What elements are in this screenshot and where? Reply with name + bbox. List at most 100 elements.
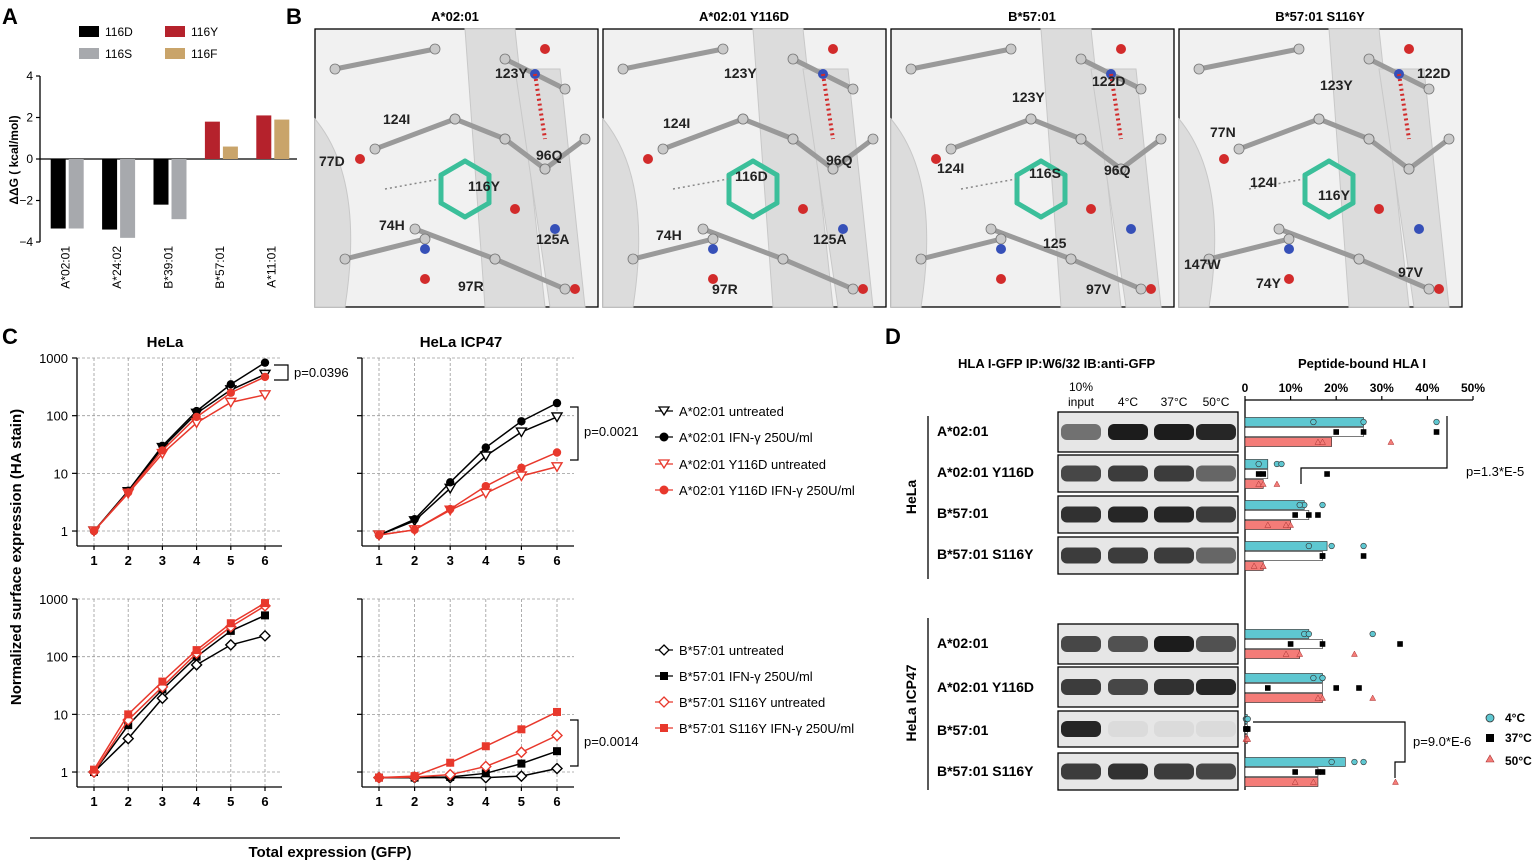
blot-band <box>1196 506 1236 523</box>
atom-sphere <box>559 83 571 95</box>
atom-sphere <box>777 253 789 265</box>
plot-title-hela-icp47: HeLa ICP47 <box>420 334 503 351</box>
legend-swatch-116y <box>165 26 185 37</box>
blot-band <box>1154 547 1194 564</box>
residue-label-97v: 97V <box>1086 281 1112 297</box>
legend-marker-b5701-ifn <box>660 672 668 680</box>
x-tick-label: 5 <box>518 794 525 809</box>
residue-stick <box>412 226 498 262</box>
blot-band <box>1154 424 1194 440</box>
point-37c <box>1260 471 1267 477</box>
x-tick-label: 3 <box>447 794 454 809</box>
bar-hela-b-57-01-s116y-4-c <box>1244 541 1328 551</box>
bar-hela-icp47-b-57-01-s116y-50-c <box>1244 777 1319 787</box>
point-4c <box>1328 542 1335 550</box>
blot-band <box>1061 636 1101 652</box>
point-37c <box>1324 471 1330 477</box>
lane-label-4c: 4°C <box>1118 395 1138 409</box>
blot-band <box>1196 547 1236 564</box>
oxygen-atom <box>708 274 718 284</box>
blot-band <box>1196 636 1236 652</box>
residue-116-ring-bond <box>750 200 780 220</box>
point-50c <box>1282 650 1290 657</box>
line-plot-top-icp47: 1 2 3 4 5 6 <box>357 357 574 568</box>
y-tick-label: 1000 <box>39 351 68 366</box>
residue-stick <box>1236 116 1322 152</box>
point-a-02-01-y116d-ifn-250u-ml <box>158 446 167 455</box>
point-a-02-01-untreated <box>515 427 528 438</box>
row-label-icp47-b5701-s116y: B*57:01 S116Y <box>937 763 1034 779</box>
blot-band <box>1061 465 1101 482</box>
residue-stick <box>1118 136 1164 172</box>
blot-band <box>1061 547 1101 564</box>
x-tick-label: 3 <box>159 553 166 568</box>
point-50c <box>1369 694 1377 701</box>
x-tick-label: B*39:01 <box>162 246 176 289</box>
point-a-02-01-y116d-ifn-250u-ml <box>481 481 490 491</box>
x-tick-label: 5 <box>518 553 525 568</box>
nitrogen-atom <box>708 244 718 254</box>
point-4c <box>1369 630 1376 638</box>
residue-stick <box>830 136 876 172</box>
bracket-bottom-icp47 <box>570 719 579 767</box>
series-line-b-57-01-s116y-ifn-250u-ml <box>93 602 266 771</box>
point-b-57-01-untreated <box>190 658 203 671</box>
beta-sheet-ribbon <box>464 28 546 308</box>
legend-swatch-116d <box>79 26 99 37</box>
residue-116-ring-bond <box>1326 200 1356 220</box>
blot-row-6 <box>1057 666 1239 708</box>
residue-stick <box>1206 236 1292 262</box>
residue-label-122d: 122D <box>1417 65 1450 81</box>
blot-band <box>1061 721 1101 737</box>
atom-sphere <box>905 63 917 75</box>
residue-116-ring-bond <box>750 158 780 178</box>
atom-sphere <box>787 53 799 65</box>
nitrogen-atom <box>550 224 560 234</box>
legend-label-b5701-ifn: B*57:01 IFN-γ 250U/ml <box>679 669 813 684</box>
point-b-57-01-s116y-untreated <box>515 746 528 759</box>
blot-band <box>1108 763 1148 780</box>
blot-row-1 <box>1057 411 1239 453</box>
point-b-57-01-untreated <box>515 770 528 783</box>
point-b-57-01-s116y-ifn-250u-ml <box>410 772 419 781</box>
residue-label-77n: 77N <box>1210 124 1236 140</box>
beta-sheet-ribbon <box>1328 28 1410 308</box>
bar-hela-icp47-a-02-01-y116d-37-c <box>1244 683 1323 693</box>
atom-sphere <box>1233 143 1245 155</box>
residue-116-ring-bond <box>726 158 756 178</box>
residue-stick <box>1196 46 1302 72</box>
p-value-icp47: p=9.0*E-6 <box>1413 734 1471 749</box>
series-line-b-57-01-ifn-250u-ml <box>93 614 266 773</box>
atom-sphere <box>1135 283 1147 295</box>
point-37c <box>1315 769 1321 775</box>
oxygen-atom <box>931 154 941 164</box>
series-line-a-02-01-y116d-untreated <box>93 394 266 532</box>
blot-row-4 <box>1057 536 1239 575</box>
point-b-57-01-untreated <box>156 692 169 705</box>
nitrogen-atom <box>1284 244 1294 254</box>
point-37c <box>1265 685 1271 691</box>
blot-band <box>1196 721 1236 737</box>
residue-116-ring-bond <box>1302 158 1332 178</box>
bar-chart-title: Peptide-bound HLA I <box>1298 356 1426 371</box>
panel-a: 116D 116S 116Y 116F ΔΔG ( kcal/mol) 4 2 0 −… <box>7 25 297 289</box>
legend-marker-50c <box>1485 754 1495 763</box>
residue-label-123y: 123Y <box>1320 77 1353 93</box>
residue-stick <box>948 116 1034 152</box>
point-b-57-01-s116y-ifn-250u-ml <box>90 765 98 774</box>
panel-a-y-axis-title: ΔΔG ( kcal/mol) <box>7 115 21 204</box>
panel-letter-b: B <box>286 4 302 29</box>
point-a-02-01-y116d-ifn-250u-ml <box>124 488 133 497</box>
beta-sheet-ribbon <box>1040 28 1122 308</box>
blot-band <box>1196 763 1236 780</box>
x-tick-label: 40% <box>1415 381 1439 395</box>
point-a-02-01-y116d-ifn-250u-ml <box>410 525 419 535</box>
structure-title-a0201: A*02:01 <box>431 9 479 24</box>
point-50c <box>1319 438 1326 445</box>
bar-hela-icp47-a-02-01-37-c <box>1244 639 1323 649</box>
point-37c <box>1360 553 1367 559</box>
x-tick-label: A*02:01 <box>59 246 73 289</box>
residue-label-123y: 123Y <box>724 65 757 81</box>
atom-sphere <box>1005 43 1017 55</box>
contact-line <box>1248 178 1305 190</box>
